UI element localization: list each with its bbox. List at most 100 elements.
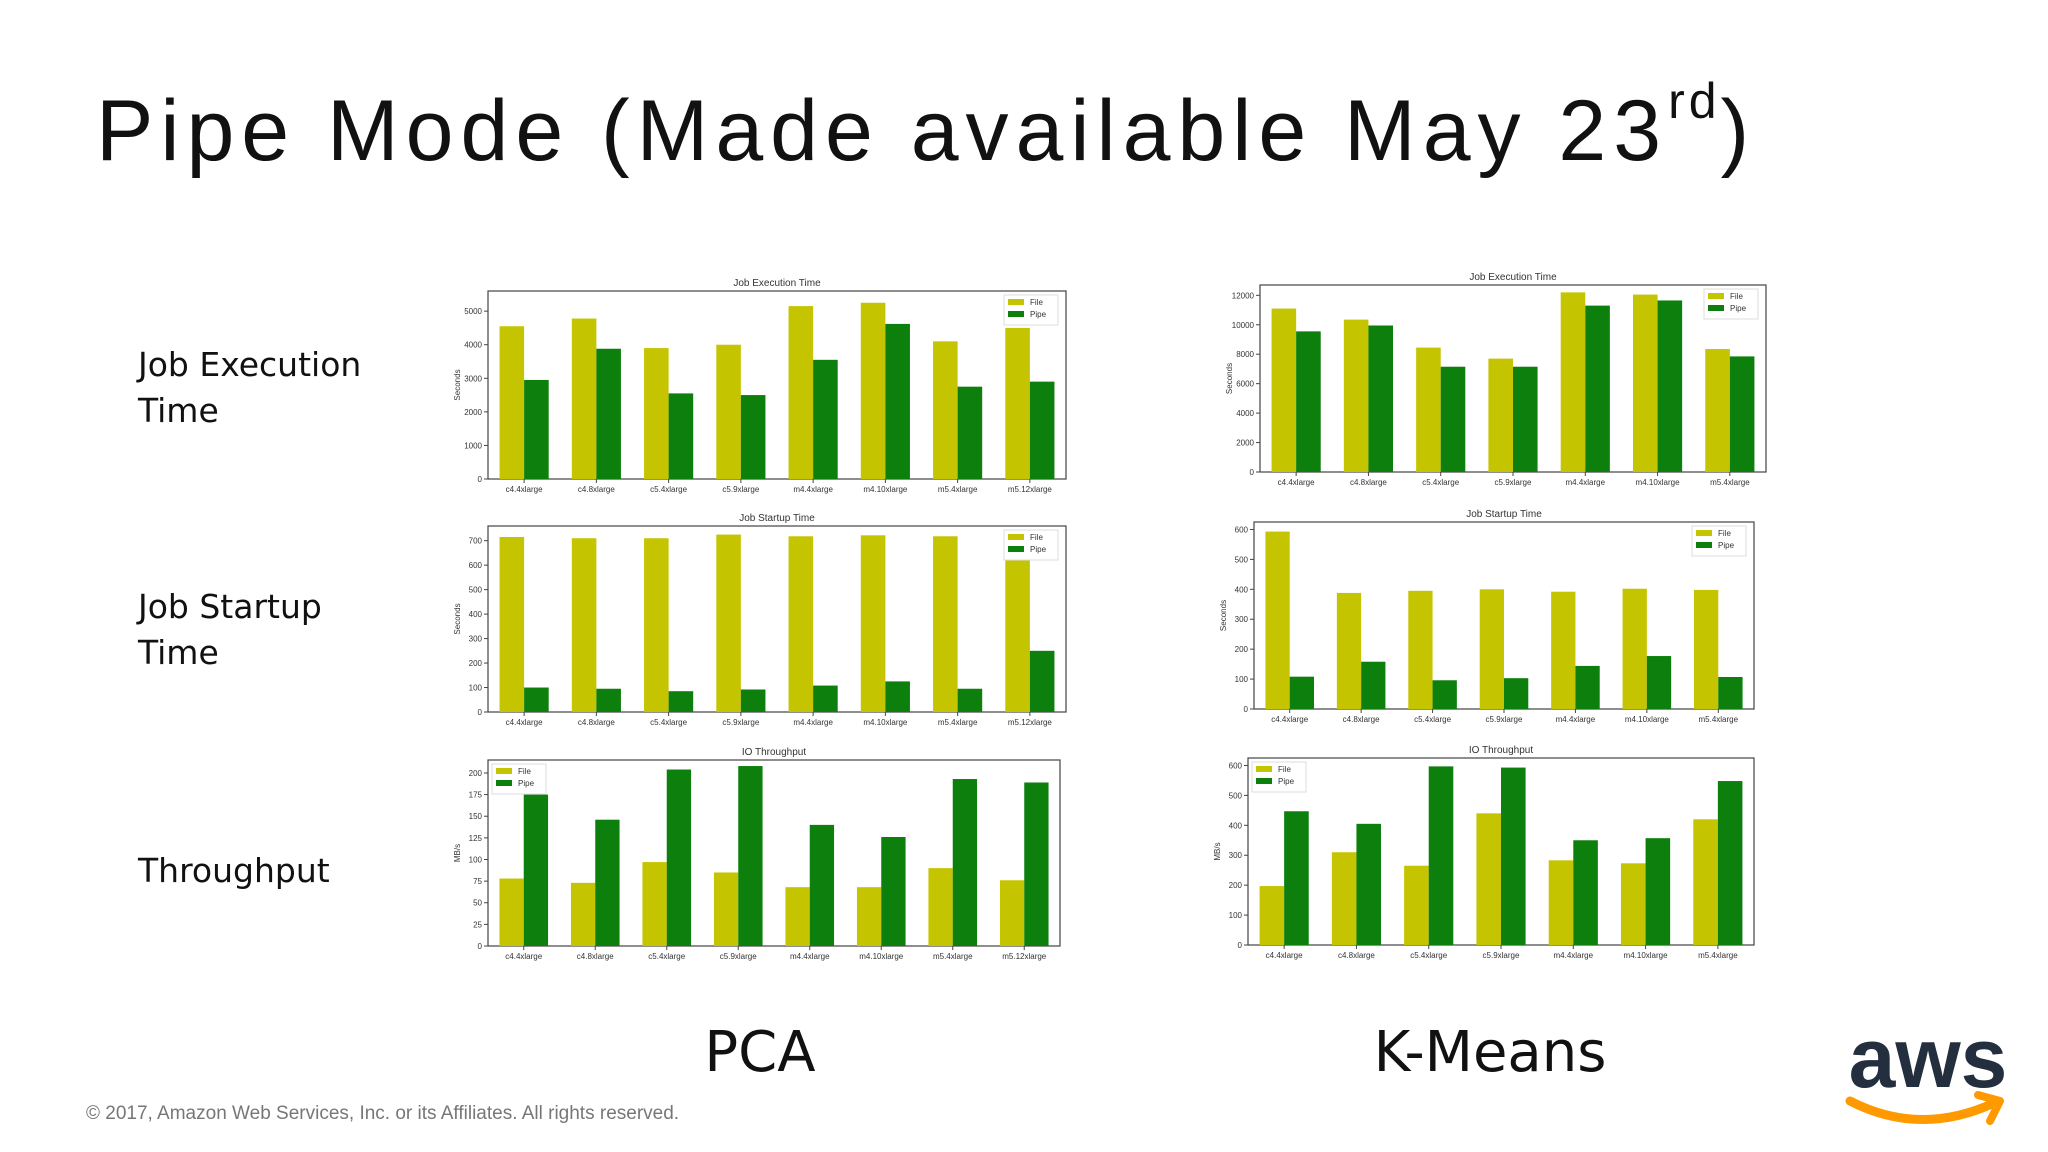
row-label-startup-line-1: Job Startup <box>138 587 322 626</box>
bar-file-c5.9xlarge <box>716 534 741 712</box>
y-tick-label: 200 <box>469 769 483 778</box>
slide-title: Pipe Mode (Made available May 23rd) <box>96 72 1756 181</box>
slide-title-superscript: rd <box>1668 73 1721 129</box>
bar-pipe-c5.4xlarge <box>668 393 694 479</box>
y-tick-label: 400 <box>1235 585 1249 594</box>
bar-file-c4.8xlarge <box>571 318 597 479</box>
bar-pipe-m5.12xlarge <box>1029 381 1055 479</box>
legend-swatch-pipe <box>1008 546 1024 552</box>
bar-file-c4.4xlarge <box>1259 886 1285 945</box>
legend-swatch-file <box>1256 766 1272 772</box>
slide-title-close: ) <box>1720 83 1757 179</box>
y-tick-label: 8000 <box>1236 350 1254 359</box>
x-tick-label: m5.4xlarge <box>1698 715 1738 724</box>
chart-title: Job Startup Time <box>1466 509 1542 520</box>
bar-file-m4.10xlarge <box>856 887 882 946</box>
x-tick-label: m4.10xlarge <box>1624 951 1669 960</box>
legend-label-file: File <box>1030 533 1043 542</box>
bar-file-c5.4xlarge <box>1404 865 1429 945</box>
legend-label-pipe: Pipe <box>1730 304 1747 313</box>
row-label-startup: Job Startup Time <box>138 584 322 676</box>
y-tick-label: 100 <box>1229 911 1243 920</box>
bar-file-c4.8xlarge <box>1331 852 1357 945</box>
y-tick-label: 400 <box>1229 821 1243 830</box>
bar-file-m4.4xlarge <box>1560 292 1586 472</box>
column-label-pca: PCA <box>704 1020 816 1085</box>
legend-swatch-file <box>496 768 512 774</box>
aws-logo-smile <box>1845 1096 1999 1124</box>
legend-label-file: File <box>1030 298 1043 307</box>
y-tick-label: 2000 <box>1236 439 1254 448</box>
x-tick-label: c4.8xlarge <box>578 485 615 494</box>
y-tick-label: 100 <box>469 855 483 864</box>
legend-label-file: File <box>518 767 531 776</box>
x-tick-label: m4.4xlarge <box>1553 951 1593 960</box>
y-tick-label: 100 <box>469 684 483 693</box>
y-tick-label: 10000 <box>1232 321 1255 330</box>
copyright-footer: © 2017, Amazon Web Services, Inc. or its… <box>86 1103 680 1124</box>
bar-pipe-m5.4xlarge <box>957 688 983 712</box>
bar-file-c4.4xlarge <box>499 326 525 479</box>
bar-pipe-m5.4xlarge <box>1718 676 1743 709</box>
x-tick-label: c4.4xlarge <box>1266 951 1303 960</box>
y-tick-label: 500 <box>1229 791 1243 800</box>
y-tick-label: 200 <box>1229 881 1243 890</box>
legend-label-pipe: Pipe <box>1030 545 1047 554</box>
x-tick-label: c4.4xlarge <box>506 485 543 494</box>
bar-file-c5.4xlarge <box>644 538 669 712</box>
x-tick-label: m5.12xlarge <box>1008 485 1053 494</box>
y-axis-label: Seconds <box>1225 363 1234 394</box>
x-tick-label: m5.4xlarge <box>1710 478 1750 487</box>
bar-file-m5.4xlarge <box>928 868 953 946</box>
bar-pipe-c5.9xlarge <box>1501 767 1526 945</box>
x-tick-label: m4.4xlarge <box>1565 478 1605 487</box>
y-tick-label: 6000 <box>1236 380 1254 389</box>
x-tick-label: c5.4xlarge <box>1410 951 1447 960</box>
chart-km-io: IO Throughput MB/s 0 100 200 300 400 500 600 c4.4… <box>1213 745 1755 960</box>
y-tick-label: 200 <box>469 659 483 668</box>
bar-pipe-c5.9xlarge <box>738 766 763 946</box>
row-label-throughput: Throughput <box>138 851 330 890</box>
legend-swatch-pipe <box>1696 542 1712 548</box>
x-tick-label: c4.8xlarge <box>1343 715 1380 724</box>
bar-pipe-m4.10xlarge <box>1657 300 1683 472</box>
legend-swatch-file <box>1008 534 1024 540</box>
bar-pipe-m4.4xlarge <box>813 685 838 712</box>
bar-pipe-m4.4xlarge <box>813 359 838 479</box>
y-tick-label: 600 <box>1235 525 1249 534</box>
bar-file-m4.10xlarge <box>1620 863 1646 945</box>
legend-label-pipe: Pipe <box>1030 310 1047 319</box>
bar-pipe-c5.9xlarge <box>740 395 766 479</box>
legend-swatch-file <box>1708 293 1724 299</box>
slide-title-text: Pipe Mode (Made available May 23 <box>96 83 1669 179</box>
x-tick-label: m4.10xlarge <box>863 485 908 494</box>
x-tick-label: c5.9xlarge <box>720 952 757 961</box>
row-label-execution: Job Execution Time <box>138 342 361 434</box>
y-tick-label: 3000 <box>464 374 482 383</box>
bar-file-c5.4xlarge <box>1408 590 1433 709</box>
bar-file-m5.12xlarge <box>1005 535 1030 712</box>
y-tick-label: 150 <box>469 812 483 821</box>
y-tick-label: 600 <box>469 561 483 570</box>
y-tick-label: 1000 <box>464 441 482 450</box>
bar-file-c5.9xlarge <box>716 344 741 479</box>
y-tick-label: 25 <box>473 920 482 929</box>
bar-pipe-m4.4xlarge <box>1585 305 1610 472</box>
chart-pca-exec: Job Execution Time Seconds 0 1000 2000 3000 40… <box>453 278 1067 494</box>
x-tick-label: c5.4xlarge <box>1422 478 1459 487</box>
bar-file-c5.4xlarge <box>642 862 667 946</box>
bar-pipe-m4.10xlarge <box>1646 656 1672 709</box>
y-tick-label: 50 <box>473 899 482 908</box>
legend-swatch-pipe <box>1708 305 1724 311</box>
legend-label-file: File <box>1718 529 1731 538</box>
y-tick-label: 12000 <box>1232 291 1255 300</box>
row-label-startup-line-2: Time <box>138 633 219 672</box>
x-tick-label: c5.9xlarge <box>722 718 759 727</box>
bar-file-c5.4xlarge <box>1416 347 1441 472</box>
bar-pipe-c5.9xlarge <box>1513 366 1538 472</box>
bar-file-m5.4xlarge <box>1693 819 1718 945</box>
bar-pipe-c4.4xlarge <box>524 687 549 712</box>
x-tick-label: m4.4xlarge <box>1556 715 1596 724</box>
y-axis-label: Seconds <box>453 369 462 400</box>
x-tick-label: m5.4xlarge <box>933 952 973 961</box>
